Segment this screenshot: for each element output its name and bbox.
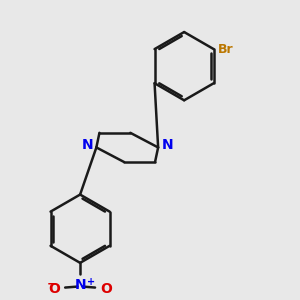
Text: N: N: [82, 139, 93, 152]
Text: N: N: [161, 139, 173, 152]
Text: N: N: [74, 278, 86, 292]
Text: Br: Br: [218, 43, 233, 56]
Text: O: O: [48, 282, 60, 296]
Text: −: −: [47, 278, 57, 290]
Text: +: +: [87, 277, 95, 287]
Text: O: O: [100, 282, 112, 296]
